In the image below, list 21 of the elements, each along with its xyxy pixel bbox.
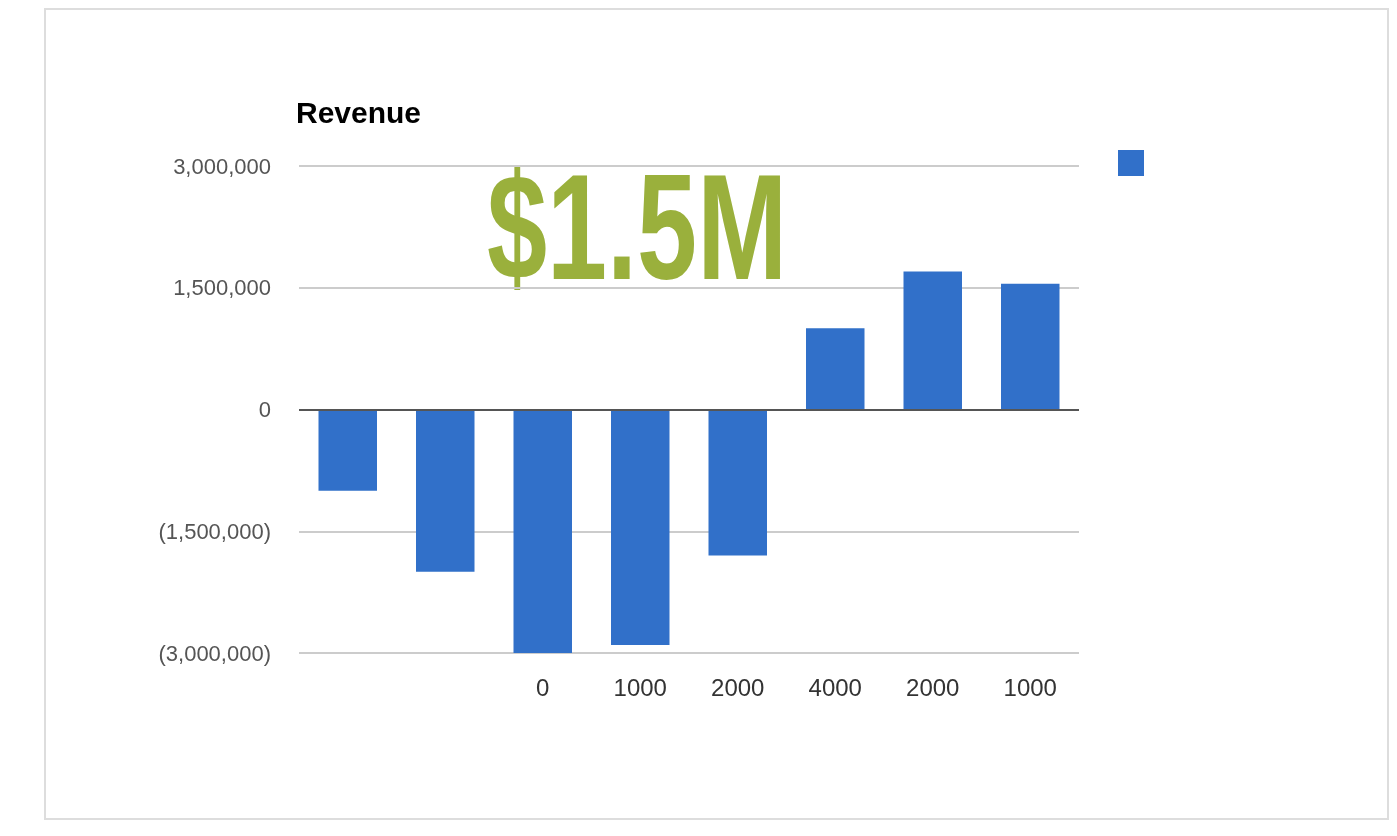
x-tick-label: 1000 — [613, 673, 667, 701]
x-tick-label: 1000 — [1003, 673, 1057, 701]
bar — [903, 271, 962, 410]
y-tick-label: (1,500,000) — [158, 518, 271, 544]
bar — [611, 409, 670, 645]
x-tick-label: 2000 — [711, 673, 765, 701]
bar — [708, 409, 767, 556]
bar — [318, 409, 377, 491]
y-tick-label: 1,500,000 — [173, 275, 271, 301]
bar — [806, 328, 865, 410]
annotation: $1.5M — [487, 143, 788, 311]
bar — [513, 409, 572, 653]
y-tick-label: (3,000,000) — [158, 640, 271, 666]
bar — [416, 409, 475, 572]
bar — [1001, 283, 1060, 410]
y-tick-label: 0 — [258, 397, 271, 422]
x-tick-label: 0 — [536, 673, 550, 701]
chart-title: Revenue — [296, 95, 422, 129]
x-tick-label: 4000 — [808, 673, 862, 701]
y-tick-label: 3,000,000 — [173, 153, 271, 179]
x-tick-label: 2000 — [906, 673, 960, 701]
